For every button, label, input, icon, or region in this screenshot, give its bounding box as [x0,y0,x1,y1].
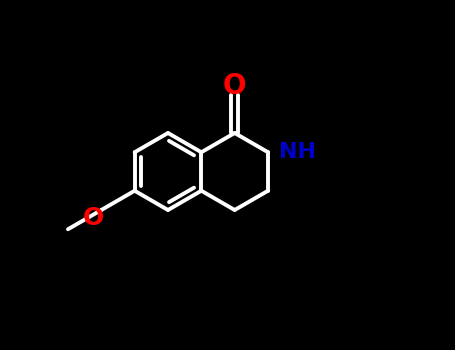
Text: O: O [83,206,104,230]
Text: NH: NH [278,142,315,162]
Text: O: O [223,72,247,100]
